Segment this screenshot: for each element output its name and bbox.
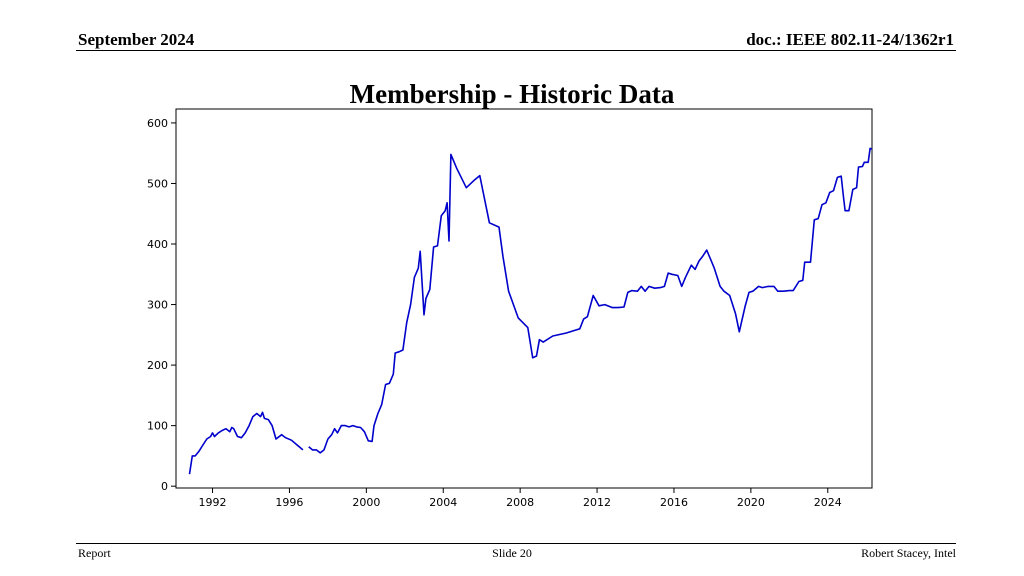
x-tick-label: 2012 (583, 496, 611, 509)
y-tick-label: 300 (147, 299, 168, 312)
slide-title: Membership - Historic Data (349, 79, 675, 109)
header-date: September 2024 (78, 30, 195, 49)
x-tick-label: 1992 (199, 496, 227, 509)
y-tick-label: 600 (147, 117, 168, 130)
footer-divider (76, 543, 956, 544)
x-tick-label: 2020 (737, 496, 765, 509)
y-tick-label: 0 (161, 480, 168, 493)
y-tick-label: 500 (147, 177, 168, 190)
header-doc-id: doc.: IEEE 802.11-24/1362r1 (746, 30, 954, 49)
footer-author: Robert Stacey, Intel (861, 546, 956, 560)
membership-series-line (308, 147, 873, 454)
membership-series-line (188, 411, 304, 475)
y-tick-label: 400 (147, 238, 168, 251)
series-lines (188, 147, 873, 475)
x-axis: 1992 1996 2000 2004 2008 2012 2016 2020 2024 (199, 488, 842, 509)
plot-area-frame (175, 108, 873, 489)
x-tick-label: 1996 (275, 496, 303, 509)
y-axis: 0 100 200 300 400 500 600 (147, 117, 176, 493)
y-tick-label: 200 (147, 359, 168, 372)
x-tick-label: 2000 (352, 496, 380, 509)
x-tick-label: 2004 (429, 496, 457, 509)
footer-slide-number: Slide 20 (492, 546, 532, 560)
y-tick-label: 100 (147, 420, 168, 433)
header-divider (76, 50, 956, 51)
x-tick-label: 2016 (660, 496, 688, 509)
x-tick-label: 2024 (814, 496, 842, 509)
x-tick-label: 2008 (506, 496, 534, 509)
footer-report: Report (78, 546, 111, 560)
